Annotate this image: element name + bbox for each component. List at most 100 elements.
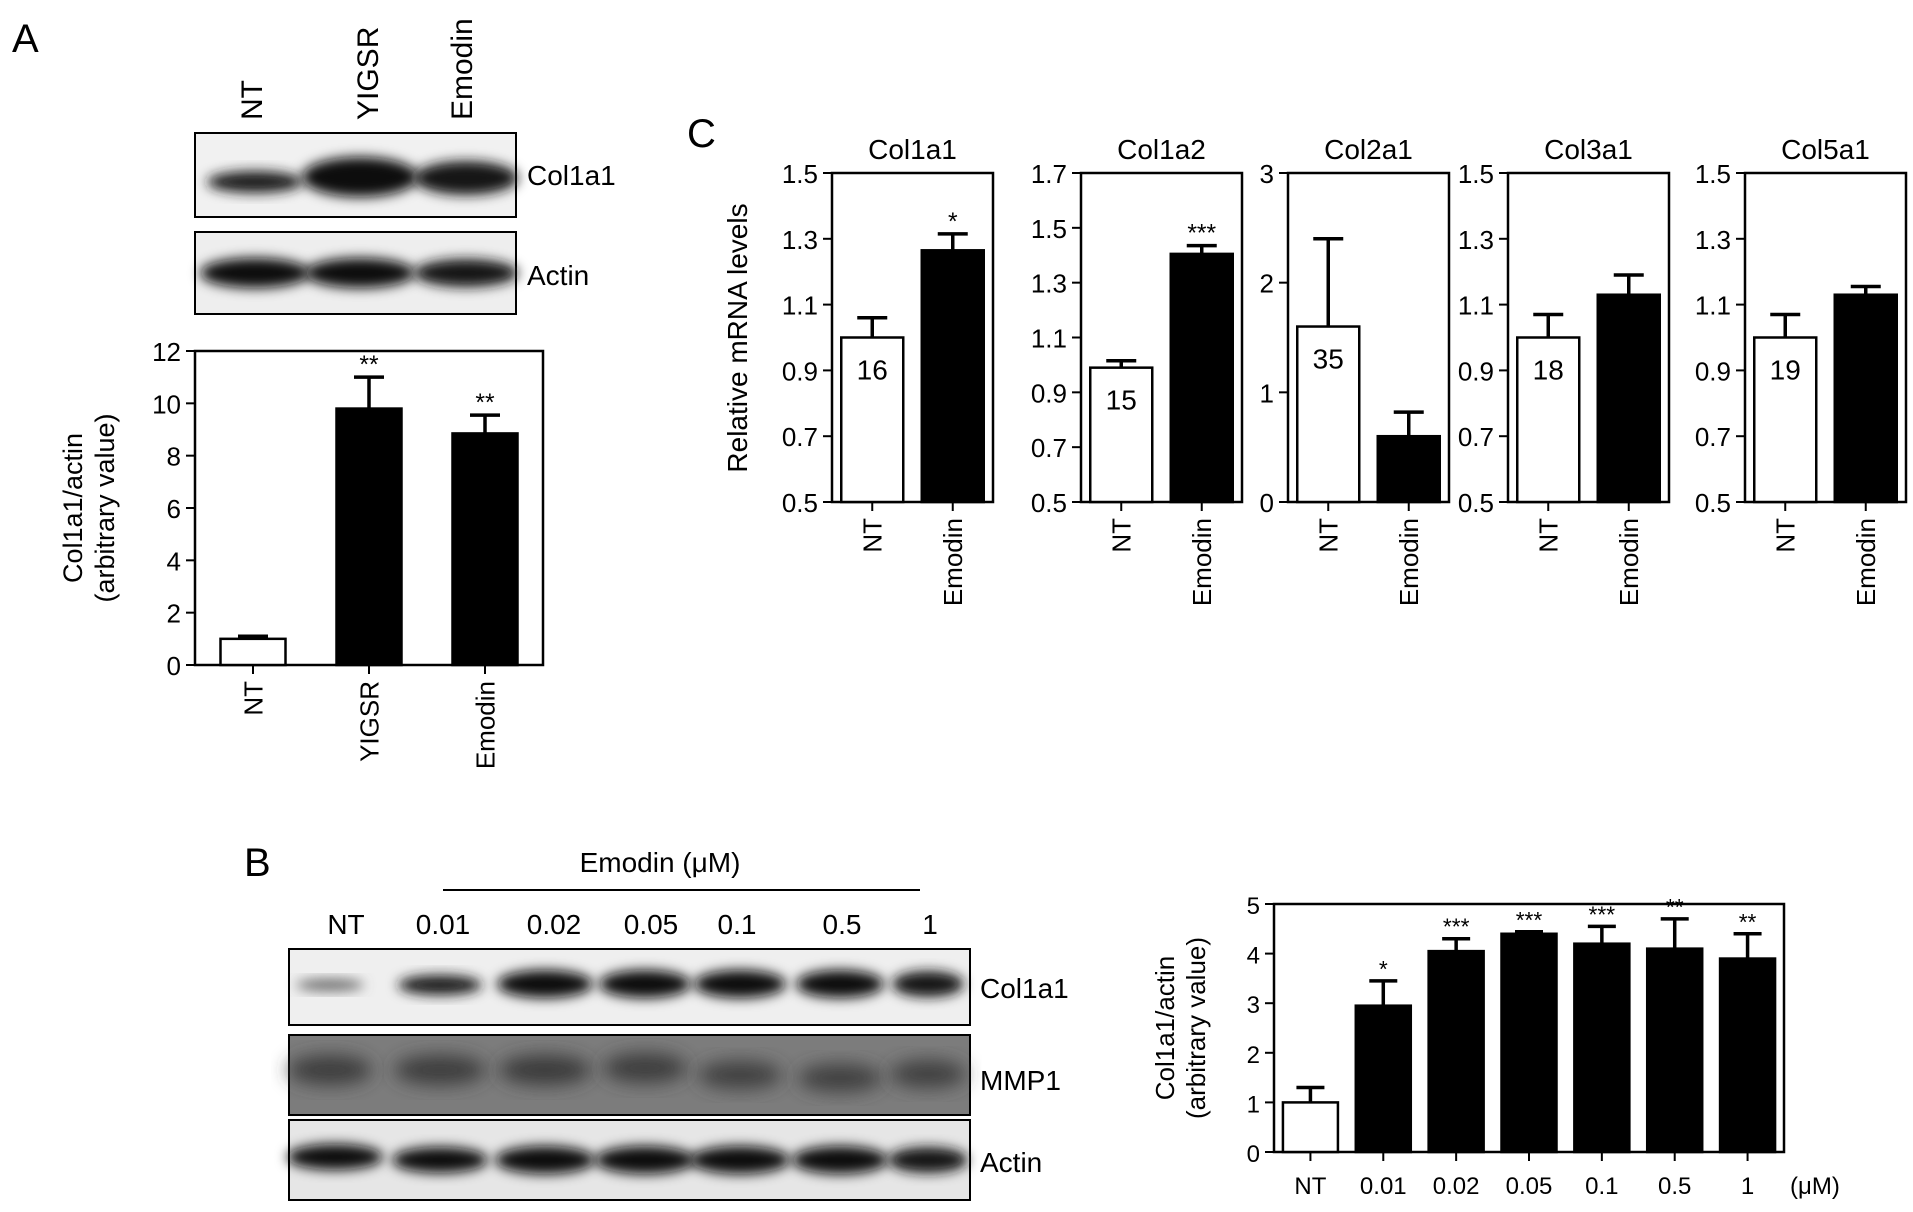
y-tick-label: 1.1 xyxy=(1031,324,1067,354)
y-tick-label: 1.3 xyxy=(1458,225,1494,255)
bar xyxy=(920,249,985,504)
y-tick-label: 0.5 xyxy=(1031,488,1067,518)
blot-b-row-label: Actin xyxy=(980,1147,1042,1178)
y-tick-label: 1.3 xyxy=(1695,225,1731,255)
band xyxy=(207,171,303,193)
blot-a-lane-label: NT xyxy=(236,80,269,120)
blot-b-lane-label: 0.05 xyxy=(624,909,679,940)
panel-a-blot: NT YIGSR Emodin Col1a1 Actin xyxy=(194,18,616,315)
bar xyxy=(1376,434,1441,504)
band xyxy=(595,1146,695,1174)
panel-letter-c: C xyxy=(687,112,716,156)
x-tick-label: 0.05 xyxy=(1506,1173,1553,1200)
band xyxy=(690,1146,790,1174)
band xyxy=(398,975,482,995)
bar xyxy=(1500,932,1558,1154)
significance-label: * xyxy=(1379,956,1388,982)
blot-a-lane-label: Emodin xyxy=(446,18,479,120)
y-tick-label: 0 xyxy=(1247,1141,1260,1168)
y-tick-label: 10 xyxy=(152,389,181,419)
x-tick-label: Emodin xyxy=(1394,518,1424,606)
y-axis-label: Col1a1/actin xyxy=(1150,956,1180,1101)
panel-letter-b: B xyxy=(244,841,271,885)
y-tick-label: 2 xyxy=(1247,1042,1260,1069)
significance-label: *** xyxy=(1516,907,1543,933)
blot-b-lane-label: 0.02 xyxy=(527,909,582,940)
band xyxy=(287,1144,383,1170)
band xyxy=(495,1146,595,1174)
bar xyxy=(1427,949,1485,1154)
x-tick-label: NT xyxy=(858,518,888,553)
band xyxy=(888,1147,968,1173)
y-tick-label: 0.5 xyxy=(1695,488,1731,518)
band xyxy=(798,1064,882,1092)
blot-a-row-label: Col1a1 xyxy=(527,160,616,191)
y-tick-label: 1 xyxy=(1247,1091,1260,1118)
bar xyxy=(451,432,519,667)
blot-b-row-label: Col1a1 xyxy=(980,973,1069,1004)
y-tick-label: 1.1 xyxy=(1695,291,1731,321)
y-tick-label: 1.7 xyxy=(1031,159,1067,189)
y-tick-label: 0.9 xyxy=(782,356,818,386)
band xyxy=(499,1055,591,1085)
y-tick-label: 1.5 xyxy=(1458,159,1494,189)
panel-b-blot: Emodin (μM) NT 0.01 0.02 0.05 0.1 0.5 1 … xyxy=(287,847,1069,1201)
y-tick-label: 0.7 xyxy=(1031,433,1067,463)
significance-label: ** xyxy=(475,390,495,417)
y-tick-label: 0.9 xyxy=(1031,378,1067,408)
bar xyxy=(1573,942,1631,1154)
bar xyxy=(219,637,287,667)
bar xyxy=(1833,293,1898,504)
x-tick-label: NT xyxy=(1107,518,1137,553)
x-tick-label: 0.1 xyxy=(1585,1173,1618,1200)
band xyxy=(698,1061,782,1089)
subplot-col2a1: 0 1 2 3 NT Emodin Col2a1 35 xyxy=(1260,134,1451,606)
x-tick-label: 0.01 xyxy=(1360,1173,1407,1200)
subplot-col5a1: 0.5 0.7 0.9 1.1 1.3 1.5 NT Emodin Col5a1 19 xyxy=(1695,134,1908,606)
y-tick-label: 0.7 xyxy=(1458,422,1494,452)
blot-a-row-label: Actin xyxy=(527,260,589,291)
band xyxy=(414,259,518,287)
band xyxy=(296,979,364,991)
band xyxy=(305,258,415,288)
blot-b-lane-label: 1 xyxy=(922,909,938,940)
y-tick-label: 2 xyxy=(167,599,181,629)
x-tick-label: 1 xyxy=(1741,1173,1754,1200)
subplot-col1a1: 0.5 0.7 0.9 1.1 1.3 1.5 NT * Emodin Col1a1 16 xyxy=(782,134,995,606)
x-tick-label: YIGSR xyxy=(354,681,384,762)
blot-b-lane-label: NT xyxy=(327,909,364,940)
panel-letter-a: A xyxy=(12,17,39,61)
x-tick-label: Emodin xyxy=(938,518,968,606)
plot-frame xyxy=(1506,171,1671,504)
blot-b-lane-label: 0.1 xyxy=(718,909,757,940)
band xyxy=(414,161,518,195)
y-tick-label: 0.7 xyxy=(1695,422,1731,452)
y-tick-label: 1.5 xyxy=(782,159,818,189)
y-tick-label: 5 xyxy=(1247,893,1260,920)
sample-size-label: 35 xyxy=(1313,344,1344,375)
subplot-title: Col3a1 xyxy=(1544,134,1633,165)
y-tick-label: 1.3 xyxy=(1031,269,1067,299)
panel-b-chart: 0 1 2 3 4 5 NT * 0.01 *** 0.02 *** 0.05 *** 0.1 ** 0.5 **… xyxy=(1150,893,1840,1200)
significance-label: *** xyxy=(1187,221,1216,248)
bar xyxy=(1645,947,1704,1154)
y-tick-label: 0.9 xyxy=(1695,356,1731,386)
panel-c-ylabel: Relative mRNA levels xyxy=(722,203,753,472)
significance-label: *** xyxy=(1589,901,1616,927)
band xyxy=(892,971,964,997)
sample-size-label: 15 xyxy=(1106,385,1137,416)
blot-b-row-label: MMP1 xyxy=(980,1065,1061,1096)
bar xyxy=(1596,293,1661,504)
band xyxy=(497,970,593,998)
y-tick-label: 0 xyxy=(1260,488,1274,518)
x-tick-label: NT xyxy=(1314,518,1344,553)
bar xyxy=(1354,1004,1413,1154)
y-tick-label: 0.9 xyxy=(1458,356,1494,386)
significance-label: ** xyxy=(1739,909,1757,935)
x-tick-label: NT xyxy=(238,681,268,716)
y-tick-label: 0 xyxy=(167,651,181,681)
band xyxy=(394,1055,486,1085)
y-tick-label: 3 xyxy=(1260,159,1274,189)
y-tick-label: 3 xyxy=(1247,992,1260,1019)
panel-a-chart: 0 2 4 6 8 10 12 NT ** YIGSR ** Emodin Col1a1/actin (a… xyxy=(58,337,545,769)
